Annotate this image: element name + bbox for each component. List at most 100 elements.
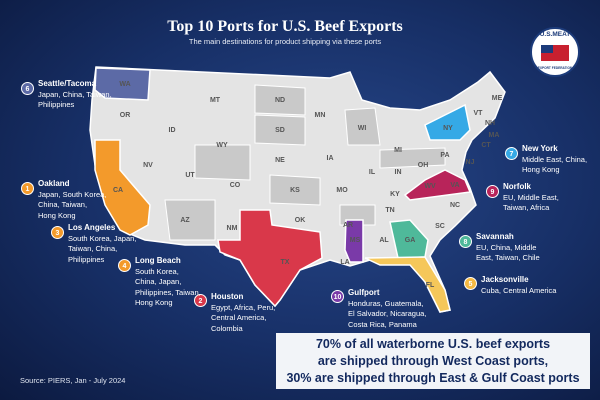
port-destinations: South Korea, bbox=[135, 266, 179, 276]
state-label: NH bbox=[485, 120, 495, 127]
state-label: NC bbox=[450, 202, 460, 209]
state-label: NY bbox=[443, 125, 453, 132]
port-name: Jacksonville bbox=[481, 275, 529, 284]
state-label: WI bbox=[358, 125, 367, 132]
port-info: Seattle/Tacoma Japan, China, Taiwan, Phili… bbox=[38, 79, 112, 111]
port-badge: 8 bbox=[459, 235, 472, 248]
port-destinations: Philippines, Taiwan, bbox=[135, 287, 201, 297]
state-label: WY bbox=[216, 142, 228, 149]
port-destinations: EU, China, Middle bbox=[476, 242, 537, 252]
state-label: UT bbox=[185, 172, 195, 179]
port-badge: 2 bbox=[194, 294, 207, 307]
state-label: LA bbox=[340, 259, 349, 266]
port-destinations: Taiwan, China, bbox=[68, 244, 118, 253]
port-destinations: El Salvador, Nicaragua, bbox=[348, 309, 427, 318]
state-label: ME bbox=[492, 95, 503, 102]
source: Source: PIERS, Jan - July 2024 bbox=[20, 376, 126, 385]
port-info: Norfolk EU, Middle East, Taiwan, Africa bbox=[503, 182, 559, 214]
port-info: New York Middle East, China, Hong Kong bbox=[522, 144, 587, 176]
state-label: MT bbox=[210, 97, 221, 104]
port-badge: 7 bbox=[505, 147, 518, 160]
port-badge: 3 bbox=[51, 226, 64, 239]
port-badge: 1 bbox=[21, 182, 34, 195]
port-badge: 6 bbox=[21, 82, 34, 95]
state-label: WV bbox=[424, 183, 436, 190]
state-label: MN bbox=[315, 112, 326, 119]
state-label: VA bbox=[450, 182, 459, 189]
logo-tagline: EXPORT FEDERATION bbox=[538, 66, 573, 70]
port-name: Savannah bbox=[476, 232, 514, 241]
summary-line: are shipped through West Coast ports, bbox=[317, 354, 549, 368]
port-name: Los Angeles bbox=[68, 223, 116, 232]
state-label: MS bbox=[350, 237, 361, 244]
port-badge: 9 bbox=[486, 185, 499, 198]
state-label: MI bbox=[394, 147, 402, 154]
state-label: FL bbox=[426, 282, 435, 289]
state-label: NM bbox=[227, 225, 238, 232]
port-destinations: Egypt, Africa, Peru, bbox=[211, 302, 276, 312]
state-label: SD bbox=[275, 127, 285, 134]
logo-name: U.S.MEAT bbox=[540, 31, 571, 38]
summary-line: 70% of all waterborne U.S. beef exports bbox=[315, 337, 551, 351]
state-label: MO bbox=[336, 187, 348, 194]
port-destinations: Costa Rica, Panama bbox=[348, 319, 417, 329]
summary-box: 70% of all waterborne U.S. beef exports … bbox=[276, 333, 590, 389]
port-info: Long Beach South Korea, China, Japan, Phili… bbox=[135, 256, 201, 309]
port-destinations: China, Japan, bbox=[135, 277, 182, 286]
port-destinations: Japan, China, Taiwan, bbox=[38, 89, 112, 99]
state-label: CT bbox=[481, 142, 491, 149]
port-destinations: East, Taiwan, Chile bbox=[476, 253, 540, 262]
state-label: ND bbox=[275, 97, 285, 104]
port-info: Jacksonville Cuba, Central America bbox=[481, 275, 556, 296]
port-info: Gulfport Honduras, Guatemala, El Salvador,… bbox=[348, 288, 426, 330]
port-info: Savannah EU, China, Middle East, Taiwan, C… bbox=[476, 232, 540, 264]
summary-line: 30% are shipped through East & Gulf Coas… bbox=[286, 371, 580, 385]
state-label: VT bbox=[474, 110, 484, 117]
port-destinations: Japan, South Korea, bbox=[38, 189, 107, 199]
state-label: MA bbox=[489, 132, 500, 139]
port-name: Oakland bbox=[38, 179, 70, 188]
port-name: New York bbox=[522, 144, 558, 153]
port-destinations: Hong Kong bbox=[38, 210, 76, 220]
port-badge: 4 bbox=[118, 259, 131, 272]
state-label: NV bbox=[143, 162, 153, 169]
port-name: Houston bbox=[211, 292, 244, 301]
port-destinations: Middle East, China, bbox=[522, 154, 588, 164]
subtitle: The main destinations for product shippi… bbox=[188, 37, 382, 46]
logo-flag-canton bbox=[541, 45, 553, 53]
port-info: Los Angeles South Korea, Japan, Taiwan, Ch… bbox=[68, 223, 136, 265]
highlighted-states bbox=[94, 67, 472, 313]
state-label: SC bbox=[435, 223, 445, 230]
state-label: IN bbox=[395, 169, 402, 176]
state-label: TN bbox=[385, 207, 394, 214]
port-destinations: Honduras, Guatemala, bbox=[348, 298, 424, 308]
port-badge: 5 bbox=[464, 277, 477, 290]
port-name: Seattle/Tacoma bbox=[38, 79, 97, 88]
port-name: Norfolk bbox=[503, 182, 531, 191]
state-label: NJ bbox=[466, 159, 475, 166]
state-label: AL bbox=[379, 237, 389, 244]
state-label: CA bbox=[113, 187, 123, 194]
shaded-states bbox=[164, 84, 446, 241]
state-label: TX bbox=[281, 259, 290, 266]
state-label: PA bbox=[440, 152, 449, 159]
port-destinations: Taiwan, Africa bbox=[503, 203, 550, 212]
port-info: Oakland Japan, South Korea, China, Taiwan,… bbox=[38, 179, 106, 221]
state-label: GA bbox=[405, 237, 416, 244]
port-destinations: Central America, bbox=[211, 313, 267, 322]
port-destinations: China, Taiwan, bbox=[38, 200, 88, 209]
port-destinations: Philippines bbox=[38, 100, 75, 109]
port-badge: 10 bbox=[331, 290, 344, 303]
port-name: Gulfport bbox=[348, 288, 380, 297]
state-label: OH bbox=[418, 162, 429, 169]
state-label: IA bbox=[327, 155, 334, 162]
port-destinations: Hong Kong bbox=[135, 298, 173, 307]
port-destinations: Colombia bbox=[211, 323, 243, 333]
state-label: KY bbox=[390, 191, 400, 198]
state-label: CO bbox=[230, 182, 241, 189]
state-label: NE bbox=[275, 157, 285, 164]
state-label: OK bbox=[295, 217, 306, 224]
